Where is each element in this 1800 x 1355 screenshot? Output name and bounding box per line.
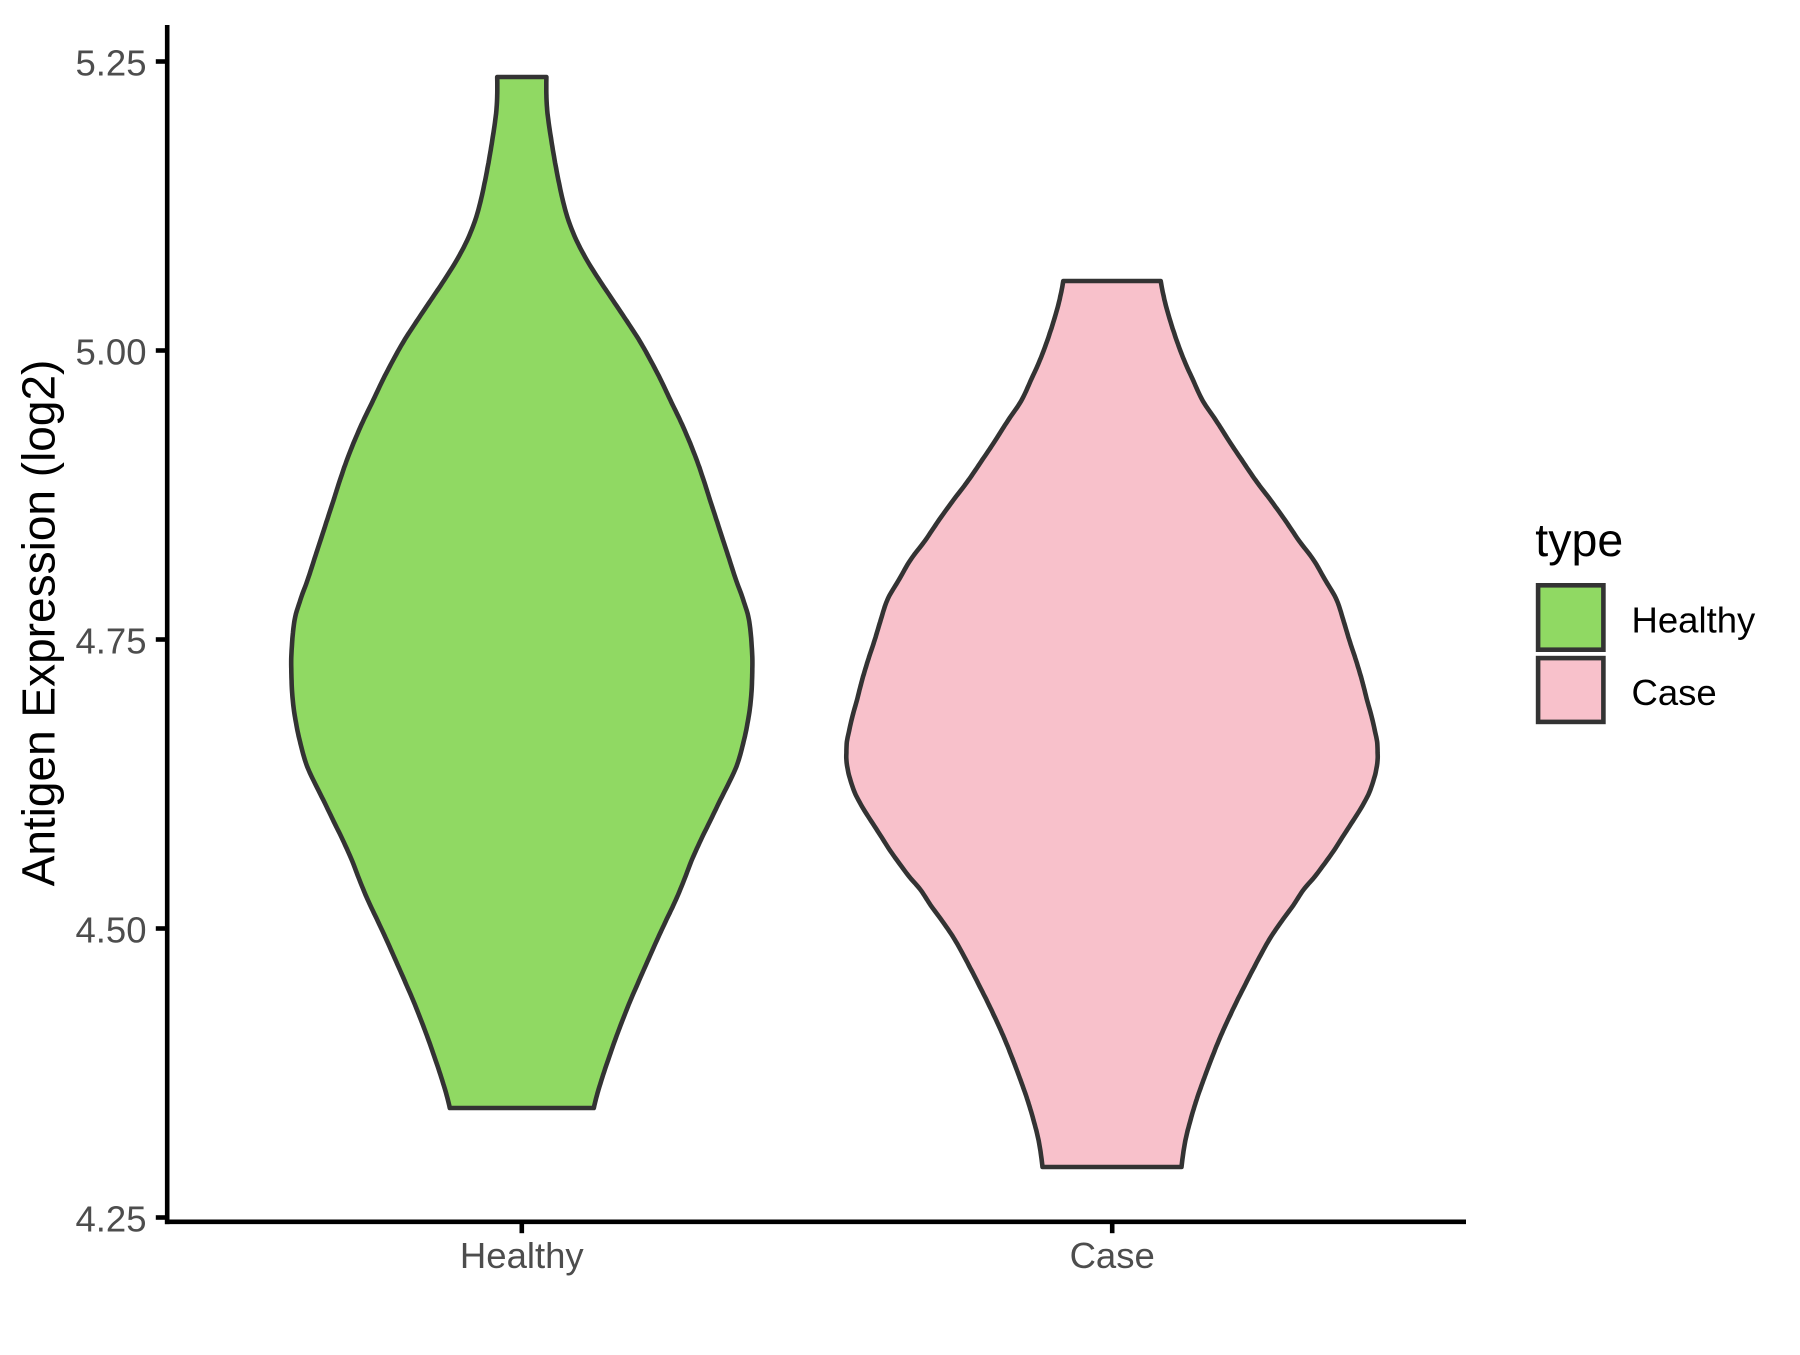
svg-text:5.25: 5.25 <box>75 43 146 84</box>
svg-text:type: type <box>1535 514 1623 566</box>
svg-text:4.50: 4.50 <box>75 910 146 951</box>
svg-text:Healthy: Healthy <box>1632 600 1757 641</box>
svg-text:4.75: 4.75 <box>75 621 146 662</box>
svg-text:Antigen Expression (log2): Antigen Expression (log2) <box>13 360 65 887</box>
svg-text:4.25: 4.25 <box>75 1199 146 1240</box>
svg-text:5.00: 5.00 <box>75 332 146 373</box>
svg-text:Healthy: Healthy <box>460 1235 585 1276</box>
svg-text:Case: Case <box>1070 1235 1155 1276</box>
svg-text:Case: Case <box>1632 672 1717 713</box>
